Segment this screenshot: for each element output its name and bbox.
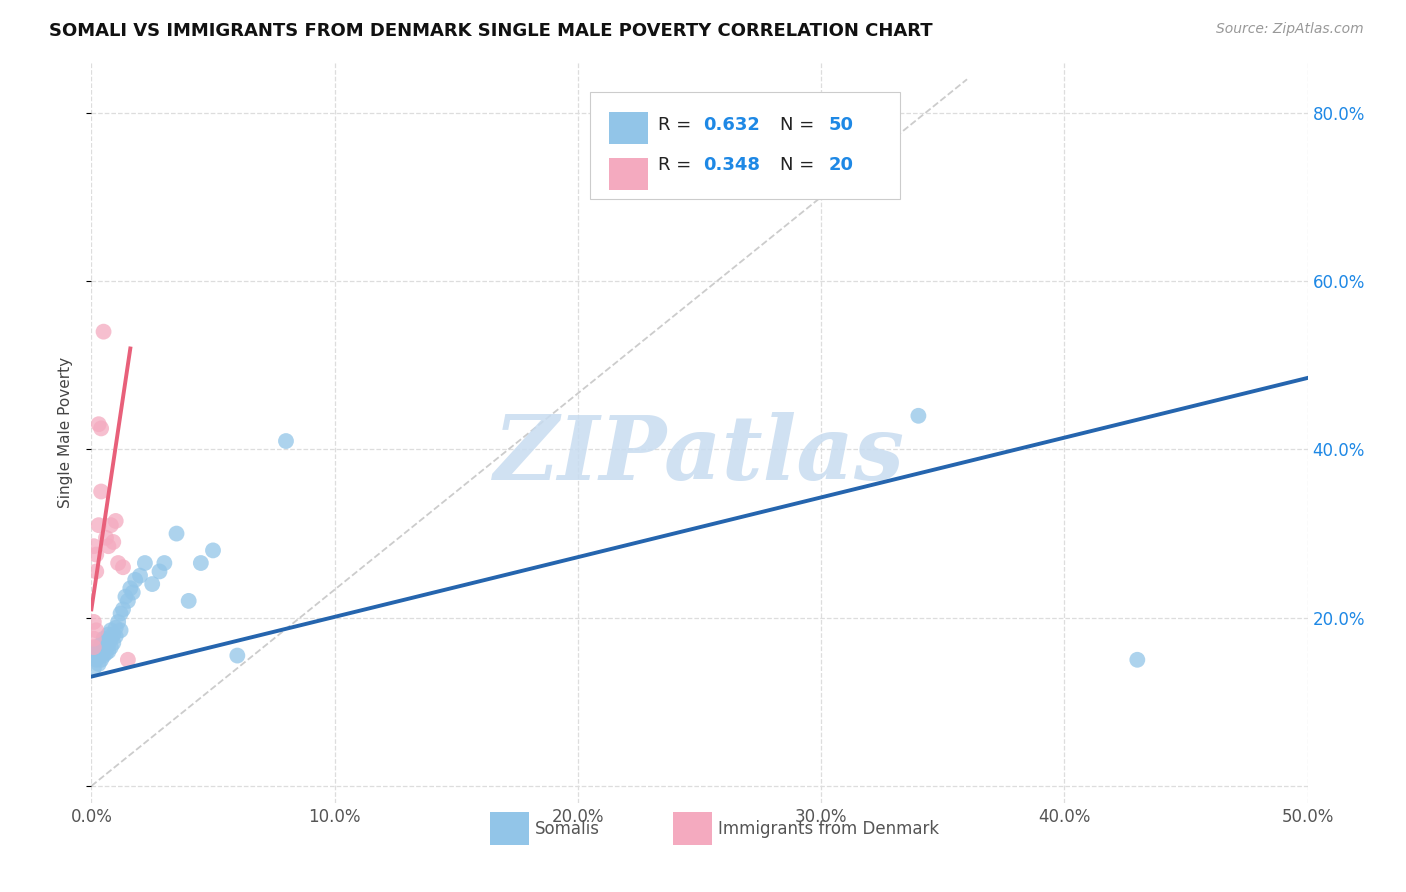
Point xyxy=(90,653,112,667)
Point xyxy=(104,514,127,528)
Point xyxy=(84,644,107,658)
Text: SOMALI VS IMMIGRANTS FROM DENMARK SINGLE MALE POVERTY CORRELATION CHART: SOMALI VS IMMIGRANTS FROM DENMARK SINGLE… xyxy=(49,22,932,40)
Text: 0.632: 0.632 xyxy=(703,116,761,134)
Point xyxy=(141,577,163,591)
Point xyxy=(83,661,105,675)
Point xyxy=(202,543,225,558)
Point xyxy=(114,590,136,604)
Point xyxy=(129,568,152,582)
Text: R =: R = xyxy=(658,116,697,134)
Point xyxy=(93,648,115,663)
Point xyxy=(104,621,127,635)
Point xyxy=(117,653,139,667)
Text: 50: 50 xyxy=(828,116,853,134)
FancyBboxPatch shape xyxy=(672,813,711,845)
Point xyxy=(87,518,110,533)
FancyBboxPatch shape xyxy=(609,158,648,190)
Point xyxy=(1126,653,1149,667)
FancyBboxPatch shape xyxy=(591,92,900,200)
Text: Somalis: Somalis xyxy=(536,820,600,838)
Point xyxy=(100,640,122,655)
Point xyxy=(90,638,112,652)
Point xyxy=(87,657,110,671)
Text: Immigrants from Denmark: Immigrants from Denmark xyxy=(717,820,939,838)
Text: N =: N = xyxy=(780,155,820,174)
Point xyxy=(94,531,117,545)
FancyBboxPatch shape xyxy=(609,112,648,144)
Point xyxy=(274,434,297,448)
Text: Source: ZipAtlas.com: Source: ZipAtlas.com xyxy=(1216,22,1364,37)
Point xyxy=(84,653,107,667)
Point xyxy=(94,646,117,660)
Point xyxy=(84,624,107,638)
Point xyxy=(111,560,134,574)
Y-axis label: Single Male Poverty: Single Male Poverty xyxy=(58,357,73,508)
Text: 20: 20 xyxy=(828,155,853,174)
Point xyxy=(100,518,122,533)
Point xyxy=(94,640,117,655)
Point xyxy=(90,484,112,499)
Point xyxy=(103,627,125,641)
Point xyxy=(83,648,105,663)
Point xyxy=(84,640,107,655)
Point xyxy=(83,615,105,629)
Point xyxy=(110,624,132,638)
Point xyxy=(97,638,120,652)
Point xyxy=(134,556,156,570)
Text: ZIPatlas: ZIPatlas xyxy=(494,411,905,498)
Point xyxy=(907,409,929,423)
Point xyxy=(103,636,125,650)
Point xyxy=(111,602,134,616)
Point xyxy=(93,642,115,657)
Point xyxy=(84,565,107,579)
Text: R =: R = xyxy=(658,155,697,174)
Point xyxy=(83,632,105,646)
Point xyxy=(107,615,129,629)
Point xyxy=(103,535,125,549)
Point xyxy=(190,556,212,570)
Point xyxy=(166,526,188,541)
Point xyxy=(153,556,176,570)
Point xyxy=(93,638,115,652)
Point xyxy=(117,594,139,608)
Point xyxy=(104,629,127,643)
Point xyxy=(100,632,122,646)
Point xyxy=(97,644,120,658)
Point xyxy=(93,632,115,646)
Point xyxy=(120,581,142,595)
Point xyxy=(100,624,122,638)
Point xyxy=(90,421,112,435)
FancyBboxPatch shape xyxy=(491,813,529,845)
Point xyxy=(93,325,115,339)
Point xyxy=(148,565,170,579)
Point xyxy=(97,627,120,641)
Point xyxy=(87,648,110,663)
Point xyxy=(83,539,105,553)
Point xyxy=(94,634,117,648)
Point xyxy=(87,417,110,432)
Point xyxy=(124,573,146,587)
Point xyxy=(87,644,110,658)
Point xyxy=(84,548,107,562)
Point xyxy=(97,539,120,553)
Text: 0.348: 0.348 xyxy=(703,155,761,174)
Text: N =: N = xyxy=(780,116,820,134)
Point xyxy=(121,585,143,599)
Point xyxy=(83,640,105,655)
Point xyxy=(110,607,132,621)
Point xyxy=(90,646,112,660)
Point xyxy=(107,556,129,570)
Point xyxy=(177,594,200,608)
Point xyxy=(226,648,249,663)
